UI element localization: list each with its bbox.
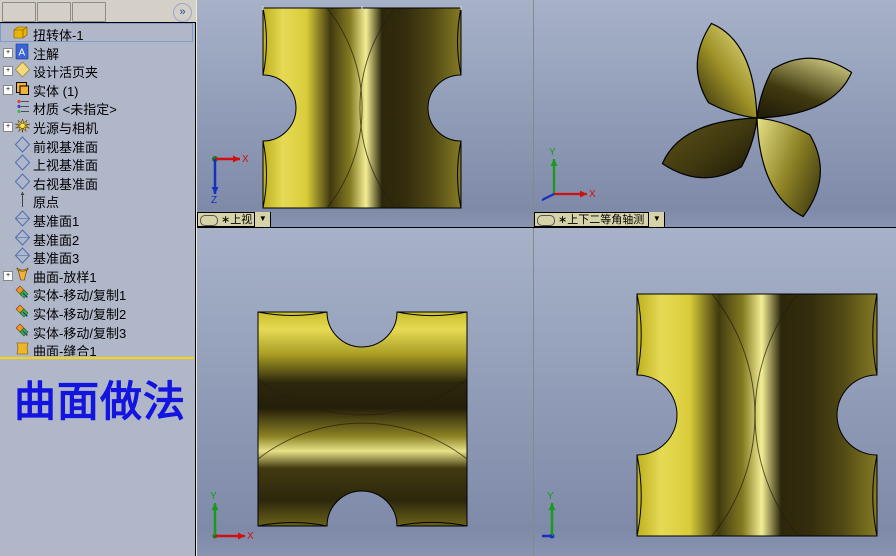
- svg-text:Y: Y: [549, 147, 556, 158]
- svg-text:Z: Z: [211, 195, 217, 206]
- svg-text:X: X: [589, 189, 596, 200]
- svg-text:Y: Y: [210, 491, 217, 502]
- svg-text:X: X: [247, 531, 254, 542]
- svg-text:A: A: [19, 47, 26, 58]
- svg-text:Y: Y: [547, 491, 554, 502]
- svg-text:X: X: [242, 154, 249, 165]
